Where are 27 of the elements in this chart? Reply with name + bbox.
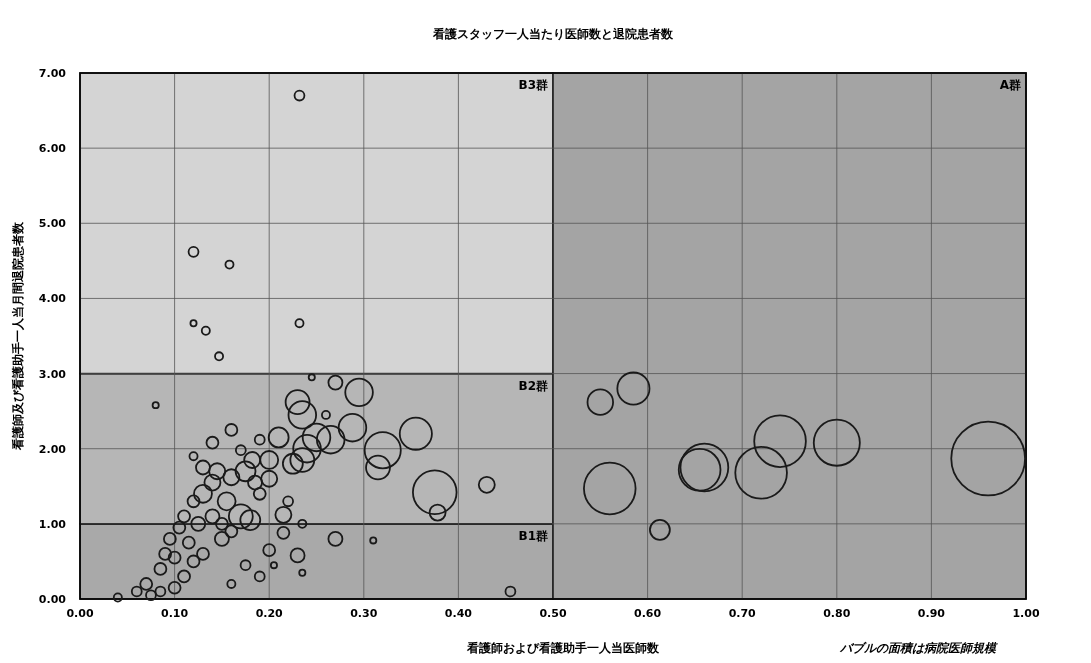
x-tick-label: 0.20	[255, 607, 284, 620]
x-tick-label: 0.70	[728, 607, 757, 620]
x-tick-label: 0.30	[350, 607, 378, 620]
band-label: A群	[999, 78, 1021, 92]
chart-title: 看護スタッフ一人当たり医師数と退院患者数	[432, 27, 674, 41]
band-label: B2群	[518, 378, 548, 393]
x-tick-label: 0.60	[634, 607, 662, 620]
x-tick-label: 0.10	[161, 607, 189, 620]
x-tick-label: 0.90	[917, 607, 946, 620]
y-tick-label: 2.00	[38, 442, 67, 456]
band-label: B3群	[518, 78, 548, 92]
y-tick-label: 6.00	[38, 142, 67, 156]
x-tick-label: 0.40	[444, 607, 473, 620]
y-tick-label: 1.00	[38, 517, 67, 531]
band-label: B1群	[518, 528, 548, 543]
x-tick-label: 0.00	[66, 607, 94, 620]
x-tick-label: 0.80	[823, 607, 851, 620]
y-tick-label: 7.00	[38, 67, 67, 80]
y-tick-label: 5.00	[38, 217, 67, 231]
y-tick-label: 0.00	[38, 593, 67, 606]
x-tick-label: 0.50	[539, 607, 567, 620]
text: バブルの面積は病院医師規模	[839, 641, 998, 655]
y-tick-label: 3.00	[38, 367, 67, 381]
y-axis-title: 看護師及び看護助手一人当月間退院患者数	[11, 221, 25, 451]
x-axis-title: 看護師および看護助手一人当医師数	[466, 641, 660, 655]
x-tick-label: 1.00	[1012, 607, 1040, 620]
y-tick-label: 4.00	[38, 292, 67, 306]
